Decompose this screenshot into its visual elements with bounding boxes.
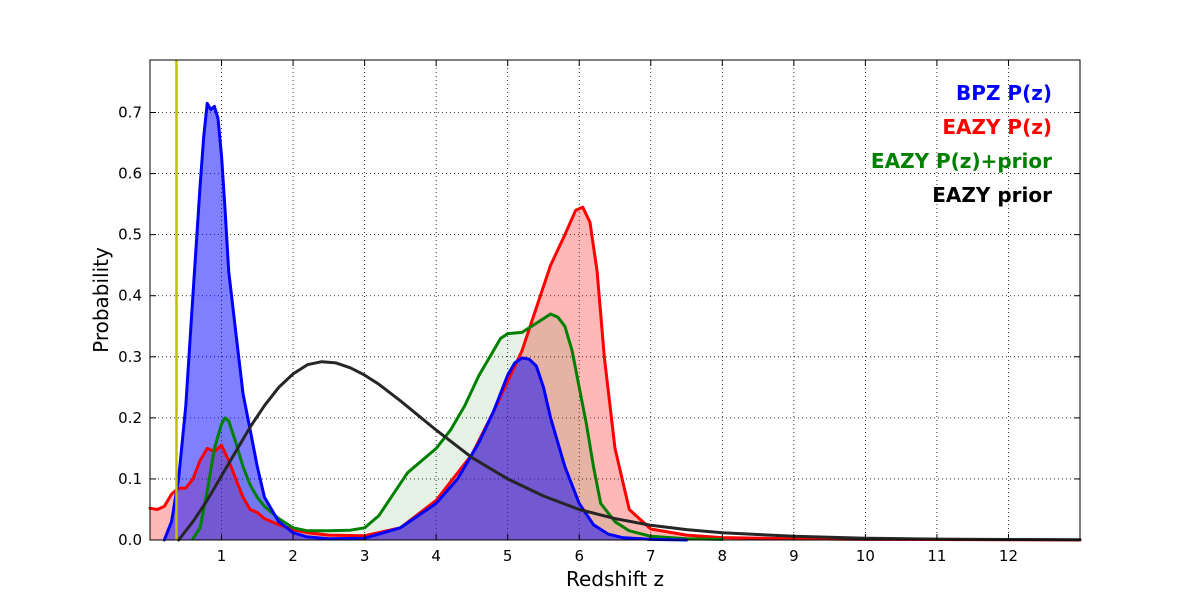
y-axis-label: Probability (89, 247, 113, 353)
y-tick-label: 0.4 (118, 287, 142, 305)
x-axis-label: Redshift z (566, 567, 664, 591)
line-eazy-p-z-prior (191, 312, 724, 541)
area-bpz-p-z (164, 103, 687, 541)
x-tick-label: 7 (646, 547, 656, 565)
plot-frame (149, 59, 1081, 541)
x-tick-label: 5 (503, 547, 513, 565)
legend-entry: BPZ P(z) (956, 81, 1052, 105)
x-tick-label: 10 (856, 547, 875, 565)
x-tick-label: 1 (217, 547, 227, 565)
series-areas (150, 103, 1080, 541)
area-eazy-p-z (150, 207, 1080, 540)
line-bpz-p-z (162, 101, 688, 542)
y-tick-label: 0.6 (118, 165, 142, 183)
y-tick-label: 0.5 (118, 226, 142, 244)
line-eazy-prior (177, 360, 1082, 542)
x-tick-label: 6 (574, 547, 584, 565)
x-tick-label: 9 (789, 547, 799, 565)
x-tick-label: 4 (431, 547, 441, 565)
y-tick-label: 0.7 (118, 104, 142, 122)
legend-entry: EAZY prior (932, 183, 1052, 207)
area-eazy-p-z-prior (192, 314, 723, 540)
legend-entry: EAZY P(z) (942, 115, 1052, 139)
x-axis-ticks: 1 2 3 4 5 6 7 8 9 10 11 12 (217, 60, 1018, 565)
x-tick-label: 2 (288, 547, 298, 565)
y-tick-label: 0.3 (118, 348, 142, 366)
y-tick-label: 0.1 (118, 470, 142, 488)
y-tick-label: 0.0 (118, 531, 142, 549)
x-tick-label: 11 (927, 547, 946, 565)
x-tick-label: 8 (718, 547, 728, 565)
legend-entry: EAZY P(z)+prior (871, 149, 1052, 173)
y-tick-label: 0.2 (118, 409, 142, 427)
y-axis-ticks: 0.0 0.1 0.2 0.3 0.4 0.5 0.6 0.7 (118, 104, 1080, 549)
x-tick-label: 3 (360, 547, 370, 565)
legend: BPZ P(z) EAZY P(z) EAZY P(z)+prior EAZY pri… (871, 81, 1052, 207)
x-tick-label: 12 (999, 547, 1018, 565)
series-lines (148, 101, 1082, 542)
